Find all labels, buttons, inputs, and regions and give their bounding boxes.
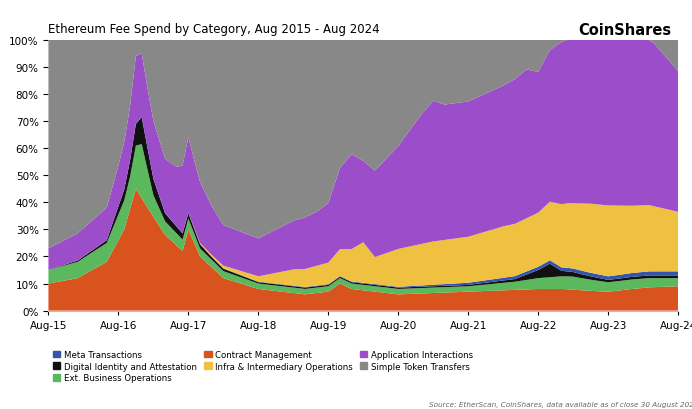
Legend: Meta Transactions, Digital Identity and Attestation, Ext. Business Operations, C: Meta Transactions, Digital Identity and … (53, 350, 473, 382)
Text: CoinShares: CoinShares (578, 22, 671, 38)
Text: Source: EtherScan, CoinShares, data available as of close 30 August 2024: Source: EtherScan, CoinShares, data avai… (429, 401, 692, 407)
Text: Ethereum Fee Spend by Category, Aug 2015 - Aug 2024: Ethereum Fee Spend by Category, Aug 2015… (48, 22, 380, 36)
